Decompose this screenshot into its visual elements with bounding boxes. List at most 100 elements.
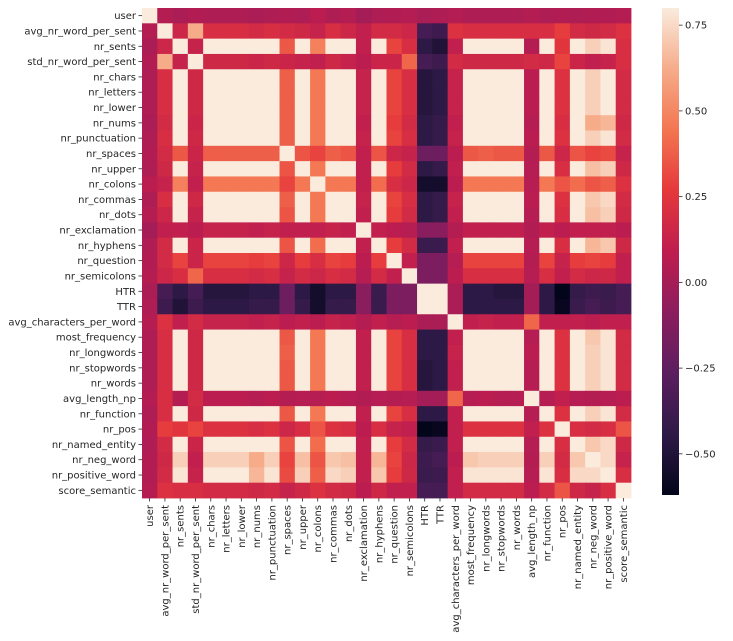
heatmap-cell [432,329,449,346]
heatmap-cell [279,115,296,131]
heatmap-cell [615,222,632,239]
row-label: nr_punctuation [60,134,136,145]
heatmap-cell [203,452,219,468]
heatmap-cell [569,360,586,376]
heatmap-cell [462,145,479,162]
heatmap-cell [524,176,540,193]
heatmap-cell [340,237,357,254]
heatmap-cell [310,467,326,484]
heatmap-cell [386,69,403,85]
heatmap-cell [569,130,586,147]
heatmap-cell [615,406,632,422]
column-label: nr_exclamation [359,505,370,582]
heatmap-cell [310,406,326,422]
heatmap-cell [325,283,342,300]
heatmap-cell [432,436,449,453]
row-label: avg_length_np [63,394,136,405]
heatmap-cell [325,115,342,131]
heatmap-cell [279,329,296,346]
heatmap-cell [554,99,571,116]
heatmap-cell [508,99,525,116]
heatmap-cell [325,268,342,285]
heatmap-cell [371,176,387,193]
heatmap-cell [432,38,449,55]
heatmap-cell [203,467,219,484]
heatmap-cell [157,69,173,85]
heatmap-cell [248,406,265,422]
heatmap-cell [401,99,418,116]
heatmap-cell [325,298,342,315]
heatmap-cell [264,69,280,85]
heatmap-cell [447,467,464,484]
heatmap-cell [524,145,540,162]
heatmap-cell [493,115,510,131]
heatmap-cell [585,360,601,376]
heatmap-cell [615,53,632,70]
heatmap-cell [417,130,433,147]
heatmap-cell [248,482,265,499]
heatmap-cell [310,329,326,346]
heatmap-cell [447,207,464,223]
heatmap-cell [478,115,494,131]
heatmap-cell [218,23,235,40]
heatmap-cell [218,452,235,468]
heatmap-cell [524,69,540,85]
heatmap-cell [585,176,601,193]
heatmap-cell [524,375,540,392]
heatmap-cell [233,360,250,376]
heatmap-cell [203,329,219,346]
heatmap-cell [554,145,571,162]
heatmap-cell [417,23,433,40]
heatmap-cell [432,23,449,40]
heatmap-cell [508,69,525,85]
heatmap-cell [325,222,342,239]
heatmap-cell [294,390,311,407]
heatmap-cell [447,222,464,239]
heatmap-cell [508,360,525,376]
heatmap-cell [142,268,158,285]
heatmap-cell [187,99,204,116]
heatmap-cell [462,452,479,468]
column-label: nr_dots [344,505,355,542]
row-label: nr_commas [78,195,136,206]
heatmap-cell [615,421,632,438]
heatmap-cell [172,69,189,85]
heatmap-cell [294,207,311,223]
heatmap-cell [432,84,449,101]
heatmap-cell [233,84,250,101]
heatmap-cell [447,69,464,85]
heatmap-cell [172,452,189,468]
heatmap-cell [142,115,158,131]
heatmap-cell [142,191,158,208]
heatmap-cell [142,344,158,361]
heatmap-cell [539,145,555,162]
heatmap-cell [493,467,510,484]
heatmap-cell [310,53,326,70]
heatmap-cell [325,23,342,40]
heatmap-cell [554,436,571,453]
heatmap-cell [508,436,525,453]
heatmap-cell [172,406,189,422]
heatmap-cell [294,283,311,300]
heatmap-cell [539,329,555,346]
heatmap-cell [248,344,265,361]
heatmap-cell [447,344,464,361]
heatmap-cell [142,176,158,193]
heatmap-cell [203,69,219,85]
heatmap-cell [585,314,601,330]
heatmap-cell [371,84,387,101]
heatmap-cell [493,344,510,361]
heatmap-cell [585,99,601,116]
heatmap-cell [478,406,494,422]
heatmap-cell [371,222,387,239]
heatmap-cell [248,145,265,162]
column-label: nr_upper [298,504,309,550]
row-label: score_semantic [58,486,136,497]
heatmap-cell [325,467,342,484]
heatmap-cell [355,145,372,162]
heatmap-cell [386,207,403,223]
heatmap-cell [493,375,510,392]
heatmap-cell [447,436,464,453]
column-label: TTR [435,505,446,525]
heatmap-cell [172,23,189,40]
